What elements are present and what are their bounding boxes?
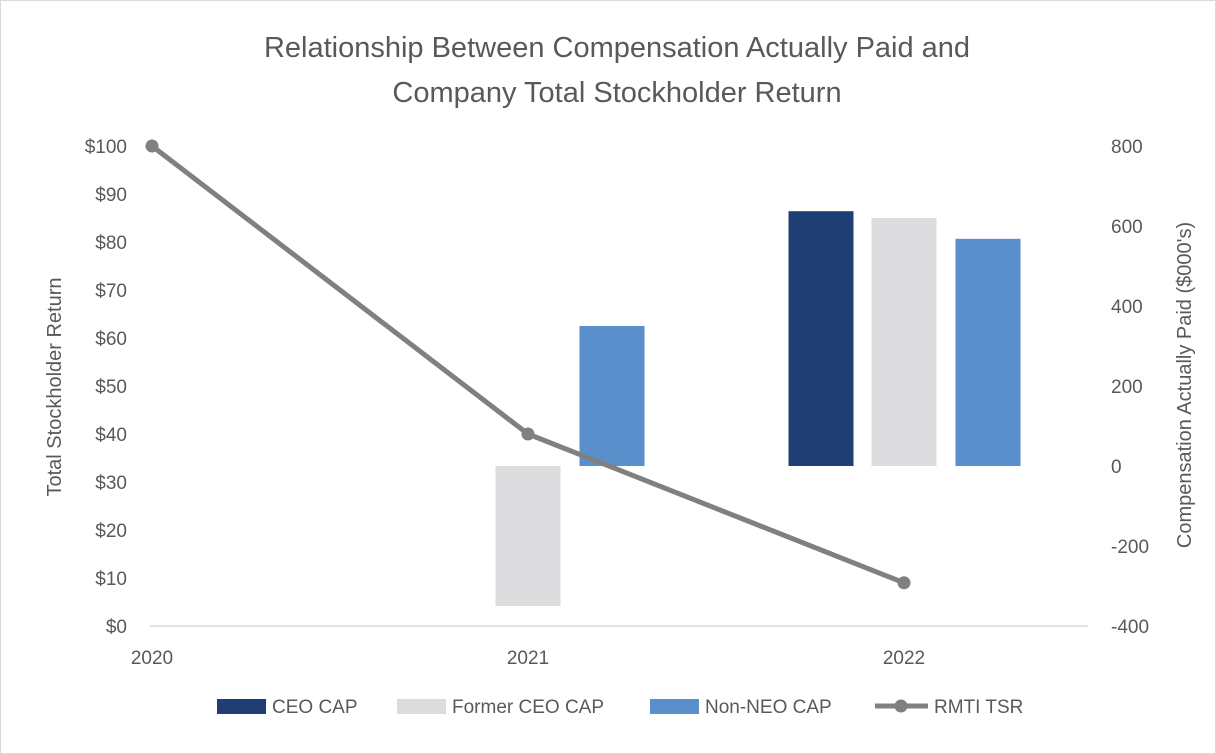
right-tick-label: 200 <box>1111 377 1143 398</box>
left-tick-label: $10 <box>95 569 127 590</box>
legend-label-ceo-cap: CEO CAP <box>272 697 358 718</box>
plot-area: $0 $10 $20 $30 $40 $50 $60 $70 $80 $90 $100 -400 -20… <box>85 137 1149 669</box>
x-tick-label: 2020 <box>131 648 173 669</box>
legend-swatch-ceo-cap <box>217 699 266 714</box>
right-tick-label: 600 <box>1111 217 1143 238</box>
legend-label-rmti-tsr: RMTI TSR <box>934 697 1023 718</box>
left-tick-label: $100 <box>85 137 127 158</box>
left-axis-label: Total Stockholder Return <box>44 277 66 496</box>
right-tick-label: 800 <box>1111 137 1143 158</box>
tsr-point <box>145 139 159 153</box>
bar-non-neo-cap <box>579 326 645 466</box>
left-tick-label: $0 <box>106 617 127 638</box>
bar-non-neo-cap <box>955 238 1021 466</box>
left-tick-label: $40 <box>95 425 127 446</box>
legend-marker-rmti-tsr <box>894 699 908 713</box>
chart-title-line-2: Company Total Stockholder Return <box>392 77 841 109</box>
x-tick-label: 2022 <box>883 648 925 669</box>
legend: CEO CAP Former CEO CAP Non-NEO CAP RMTI TSR <box>217 697 1023 718</box>
right-axis-label: Compensation Actually Paid ($000's) <box>1174 222 1196 548</box>
left-tick-label: $20 <box>95 521 127 542</box>
right-tick-label: 0 <box>1111 457 1122 478</box>
left-tick-label: $50 <box>95 377 127 398</box>
x-tick-label: 2021 <box>507 648 549 669</box>
bar-ceo-cap <box>788 211 854 466</box>
legend-label-former-ceo-cap: Former CEO CAP <box>452 697 604 718</box>
legend-label-non-neo-cap: Non-NEO CAP <box>705 697 832 718</box>
chart-title-line-1: Relationship Between Compensation Actual… <box>264 32 970 64</box>
left-tick-label: $60 <box>95 329 127 350</box>
tsr-point <box>897 576 911 590</box>
bar-former-ceo-cap <box>495 466 561 606</box>
right-tick-label: -200 <box>1111 537 1149 558</box>
legend-swatch-non-neo-cap <box>650 699 699 714</box>
right-tick-label: 400 <box>1111 297 1143 318</box>
left-tick-label: $90 <box>95 185 127 206</box>
right-tick-label: -400 <box>1111 617 1149 638</box>
left-tick-label: $80 <box>95 233 127 254</box>
left-tick-label: $30 <box>95 473 127 494</box>
left-tick-label: $70 <box>95 281 127 302</box>
legend-swatch-former-ceo-cap <box>397 699 446 714</box>
tsr-point <box>521 427 535 441</box>
bar-former-ceo-cap <box>871 218 937 466</box>
